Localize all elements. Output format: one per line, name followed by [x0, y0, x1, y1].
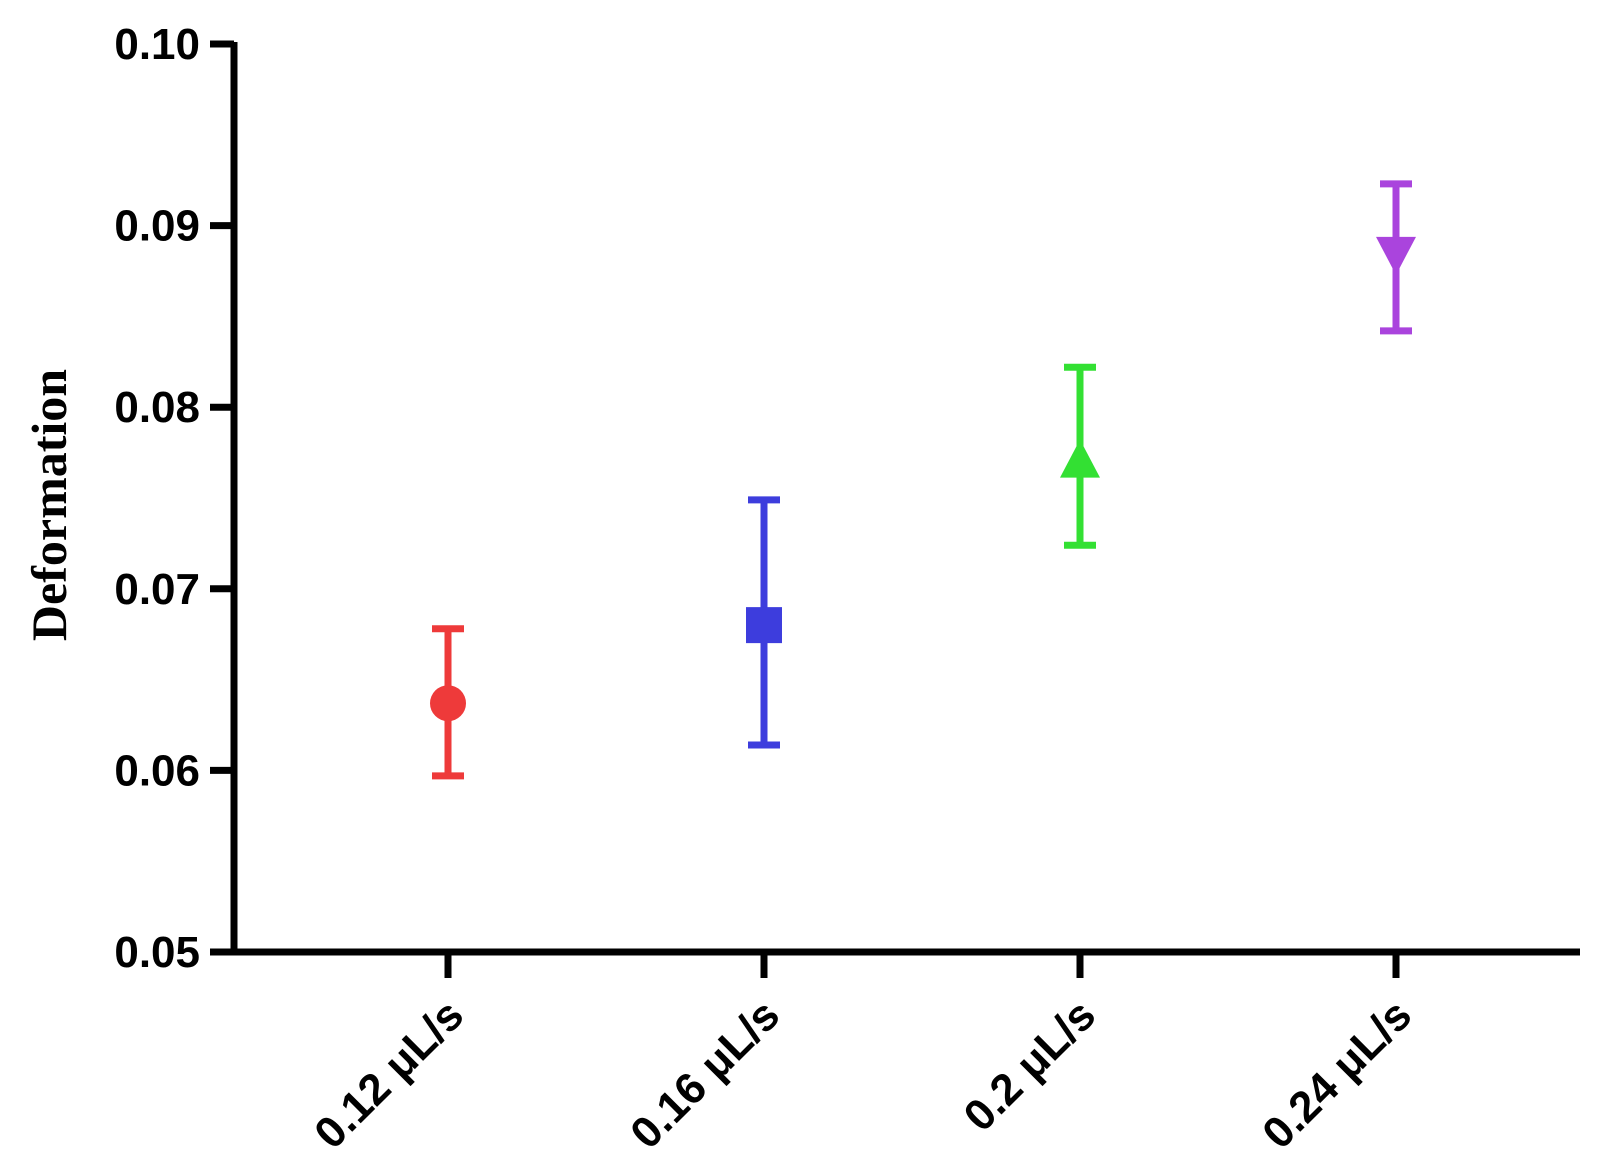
marker-circle	[430, 685, 466, 722]
y-tick-label: 0.06	[114, 746, 200, 795]
y-axis-ticks: 0.05 0.06 0.07 0.08 0.09 0.10	[114, 20, 234, 977]
marker-triangle-down	[1376, 236, 1416, 275]
marker-triangle-up	[1060, 439, 1100, 478]
y-tick-label: 0.09	[114, 202, 200, 251]
data-point-group	[1060, 363, 1100, 549]
x-tick-label: 0.12 μL/s	[305, 990, 473, 1158]
data-points	[430, 180, 1416, 780]
y-tick-label: 0.07	[114, 565, 200, 614]
y-axis-title: Deformation	[21, 369, 77, 641]
x-tick-label: 0.2 μL/s	[955, 990, 1106, 1141]
x-axis-ticks: 0.12 μL/s 0.16 μL/s 0.2 μL/s 0.24 μL/s	[305, 952, 1421, 1158]
chart-axes	[230, 42, 1580, 956]
y-tick-label: 0.10	[114, 20, 200, 69]
x-tick-label: 0.24 μL/s	[1253, 990, 1421, 1158]
data-point-group	[430, 625, 466, 780]
marker-square	[746, 607, 782, 644]
x-tick-label: 0.16 μL/s	[621, 990, 789, 1158]
data-point-group	[746, 496, 782, 749]
data-point-group	[1376, 180, 1416, 335]
y-tick-label: 0.08	[114, 383, 200, 432]
y-tick-label: 0.05	[114, 928, 200, 977]
